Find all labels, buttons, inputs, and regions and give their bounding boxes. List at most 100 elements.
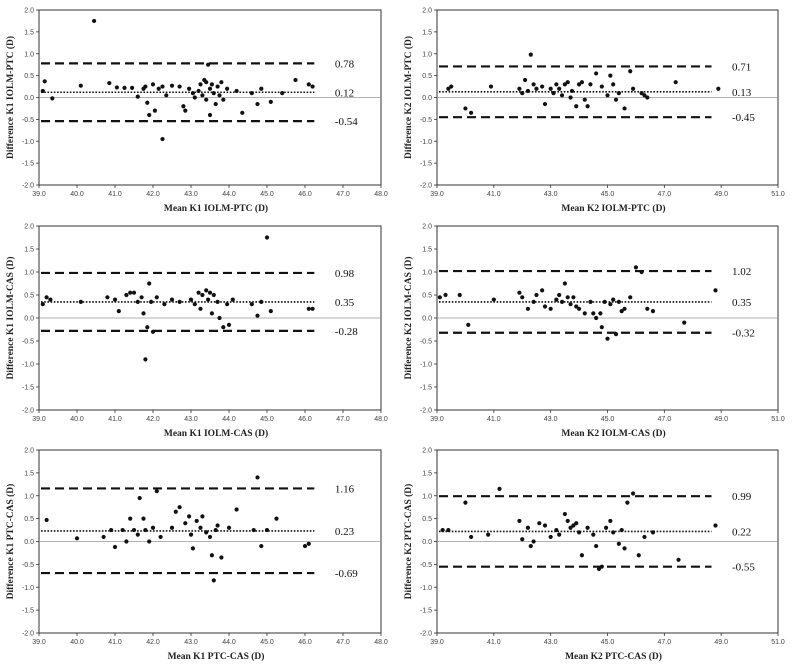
data-point [135,532,140,537]
data-point [542,304,548,309]
upper-loa-label: 1.16 [335,483,355,495]
data-point [562,511,567,517]
y-tick-label: -1.0 [22,139,34,146]
data-point [105,295,110,300]
y-tick-label: 1.5 [422,247,432,254]
data-point [588,299,593,304]
data-point [264,235,270,240]
x-tick-label: 41.0 [487,639,501,646]
y-tick-label: -2.0 [22,631,34,638]
data-point [571,523,576,528]
data-point [131,290,137,295]
data-point [207,290,213,295]
data-point [613,97,619,102]
data-point [249,302,254,307]
data-point [594,543,599,549]
data-point [192,95,197,100]
data-point [188,297,194,302]
data-point [650,530,656,535]
data-point [594,71,599,76]
data-point [221,97,226,102]
y-tick-label: 0.0 [24,316,34,323]
x-tick-label: 49.0 [714,416,728,423]
data-point [44,517,49,523]
data-point [141,311,146,316]
x-tick-label: 41.0 [487,191,501,198]
data-point [135,94,140,99]
data-point [568,525,573,530]
data-point [226,322,232,327]
data-point [616,299,621,304]
data-point [602,299,607,304]
y-tick-label: -2.0 [22,183,34,190]
data-point [497,486,502,491]
data-point [48,297,53,302]
data-point [306,306,311,311]
data-point [169,297,175,302]
data-point [211,91,216,96]
data-point [531,539,536,544]
y-tick-label: 2.0 [422,448,432,455]
data-point [534,86,539,91]
data-point [255,101,260,107]
data-point [217,93,222,98]
data-point [143,84,148,89]
data-point [531,299,536,304]
data-point [219,555,224,560]
data-point [639,269,644,275]
data-point [562,82,567,87]
data-point [713,288,718,293]
y-tick-label: -0.5 [22,562,34,569]
x-tick-label: 40.0 [70,639,84,646]
y-tick-label: -1.0 [420,362,432,369]
data-point [215,299,220,304]
y-tick-label: -2.0 [22,408,34,415]
x-axis-label: Mean K1 IOLM-CAS (D) [164,428,268,439]
y-tick-label: 0.5 [24,516,34,523]
data-point [613,332,619,337]
data-point [569,88,575,94]
data-point [591,311,596,316]
mean-difference-label: 0.23 [335,526,355,538]
data-point [221,325,226,330]
y-tick-label: -1.0 [22,362,34,369]
data-point [207,86,213,91]
data-point [713,523,718,528]
x-tick-label: 47.0 [658,416,672,423]
data-point [574,104,579,109]
data-point [682,320,687,325]
x-tick-label: 45.0 [601,416,615,423]
data-point [599,84,604,89]
x-tick-label: 47.0 [336,191,350,198]
y-tick-label: 0.5 [422,293,432,300]
data-point [603,525,609,530]
upper-loa-label: 0.78 [335,58,355,70]
data-point [630,86,636,91]
data-point [259,543,264,549]
y-tick-label: 0.5 [422,516,432,523]
data-point [628,295,633,300]
data-point [40,88,45,94]
y-tick-label: -2.0 [420,631,432,638]
data-point [645,306,650,311]
data-point [576,530,582,535]
data-point [190,546,195,551]
y-tick-label: 2.0 [422,224,432,231]
data-point [591,532,596,537]
x-tick-label: 45.0 [601,191,615,198]
y-tick-label: 1.0 [24,270,34,277]
data-point [302,543,308,549]
x-tick-label: 51.0 [771,416,785,423]
data-point [268,99,273,104]
x-tick-label: 40.0 [70,416,84,423]
data-point [557,86,562,91]
x-tick-label: 40.0 [70,191,84,198]
data-point [611,297,616,302]
data-point [463,500,468,505]
data-point [187,514,192,519]
x-tick-label: 39.0 [430,639,444,646]
data-point [525,306,531,311]
data-point [154,295,159,300]
